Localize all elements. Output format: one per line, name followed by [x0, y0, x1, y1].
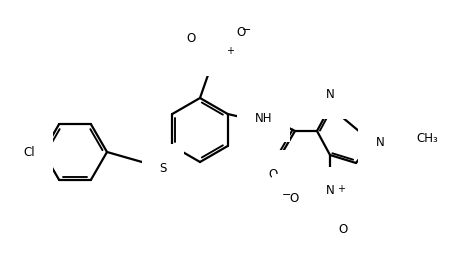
Text: N: N	[376, 135, 385, 149]
Text: CH₃: CH₃	[416, 132, 438, 145]
Text: O: O	[338, 223, 348, 236]
Text: S: S	[159, 162, 167, 174]
Text: O: O	[236, 25, 245, 39]
Text: NH: NH	[255, 112, 273, 124]
Text: O: O	[268, 168, 278, 181]
Text: O: O	[187, 31, 196, 44]
Text: −: −	[282, 190, 291, 200]
Text: +: +	[337, 184, 345, 194]
Text: N: N	[326, 88, 334, 101]
Text: −: −	[242, 25, 251, 35]
Text: Cl: Cl	[23, 146, 35, 158]
Text: +: +	[226, 46, 234, 56]
Text: N: N	[219, 45, 228, 58]
Text: O: O	[290, 192, 299, 204]
Text: N: N	[326, 184, 334, 198]
